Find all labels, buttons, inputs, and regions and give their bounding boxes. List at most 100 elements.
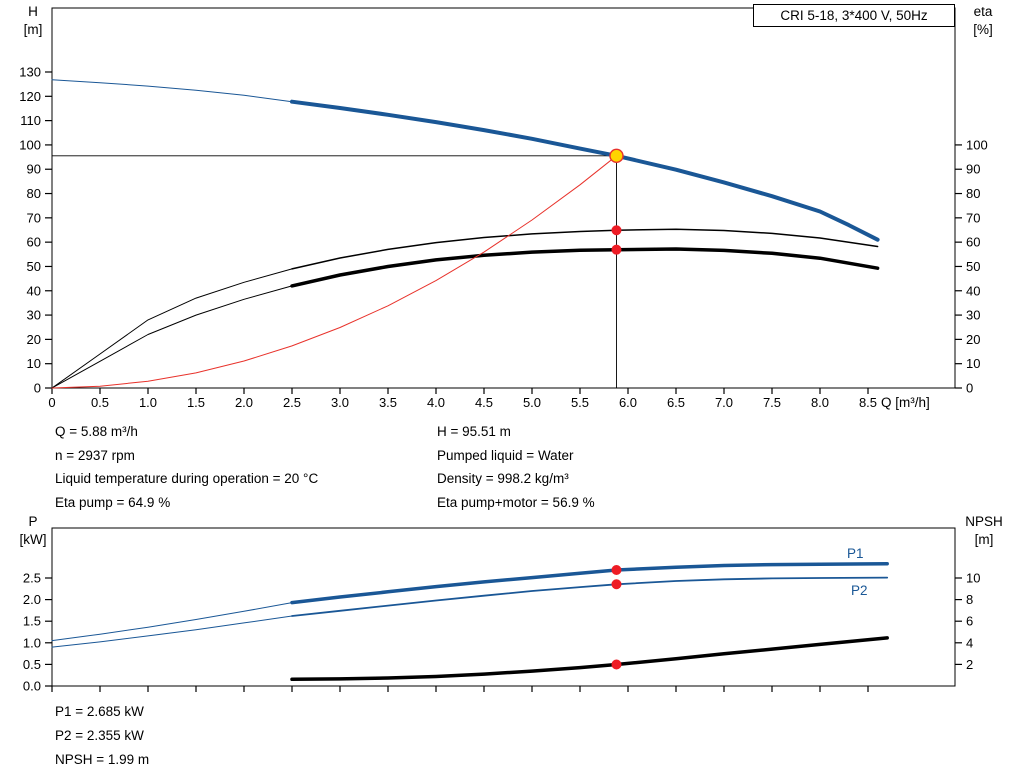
- x-tick-label: 1.5: [187, 395, 205, 410]
- y-right-tick-label: 70: [966, 210, 980, 225]
- y-right-tick-label: 60: [966, 235, 980, 250]
- y-right-tick-label: 6: [966, 614, 973, 629]
- power-axis-title-line1: P: [28, 514, 38, 529]
- x-tick-label: 6.5: [667, 395, 685, 410]
- system-curve: [51, 155, 617, 389]
- h-axis-title-line1: H: [28, 4, 38, 19]
- p2-curve-label: P2: [851, 583, 868, 598]
- y-left-tick-label: 2.5: [23, 571, 41, 586]
- y-left-tick-label: 1.0: [23, 635, 41, 650]
- x-tick-label: 8.0: [811, 395, 829, 410]
- duty-point-crosshair: [52, 155, 617, 388]
- duty-info-right-column: H = 95.51 m Pumped liquid = Water Densit…: [437, 420, 595, 514]
- x-tick-label: 3.0: [331, 395, 349, 410]
- npsh-axis-title-line1: NPSH: [965, 514, 1003, 529]
- y-right-tick-label: 100: [966, 137, 988, 152]
- eta-axis-title-line1: eta: [973, 4, 993, 19]
- h-curve: [290, 99, 880, 242]
- p2-curve-extension: [51, 615, 293, 648]
- y-right-tick-label: 2: [966, 657, 973, 672]
- y-left-tick-label: 10: [27, 356, 41, 371]
- y-left-tick-label: 50: [27, 259, 41, 274]
- x-tick-label: 5.5: [571, 395, 589, 410]
- p1-curve: [290, 561, 889, 605]
- npsh-curve: [290, 636, 889, 682]
- x-tick-label: 2.5: [283, 395, 301, 410]
- eta-pump-dot: [611, 225, 622, 236]
- x-tick-label: 7.0: [715, 395, 733, 410]
- y-right-tick-label: 80: [966, 186, 980, 201]
- power-axis-title: P [kW]: [12, 513, 54, 549]
- npsh-axis-title: NPSH [m]: [958, 513, 1010, 549]
- info-p1: P1 = 2.685 kW: [55, 704, 144, 719]
- npsh-dot: [611, 659, 622, 670]
- y-right-tick-label: 10: [966, 571, 980, 586]
- x-tick-label: 4.5: [475, 395, 493, 410]
- x-tick-label: 5.0: [523, 395, 541, 410]
- y-left-tick-label: 0: [34, 381, 41, 396]
- eta-pump-motor-dot: [611, 244, 622, 255]
- h-axis-title-line2: [m]: [23, 22, 43, 37]
- info-npsh: NPSH = 1.99 m: [55, 752, 150, 767]
- info-pumped-liquid: Pumped liquid = Water: [437, 447, 574, 463]
- h-axis-title: H [m]: [14, 3, 52, 39]
- x-tick-label: 3.5: [379, 395, 397, 410]
- p2-curve: [291, 576, 889, 617]
- x-tick-label: 6.0: [619, 395, 637, 410]
- x-tick-label: 8.5: [859, 395, 877, 410]
- x-tick-label: 0: [48, 395, 55, 410]
- info-head: H = 95.51 m: [437, 424, 511, 439]
- x-tick-label: 7.5: [763, 395, 781, 410]
- y-left-tick-label: 30: [27, 308, 41, 323]
- y-left-tick-label: 90: [27, 162, 41, 177]
- y-left-tick-label: 0.5: [23, 657, 41, 672]
- pump-model-title-box: CRI 5-18, 3*400 V, 50Hz: [753, 4, 955, 27]
- info-eta-pump-motor: Eta pump+motor = 56.9 %: [437, 494, 595, 510]
- p1-curve-extension: [51, 602, 293, 642]
- y-left-tick-label: 70: [27, 210, 41, 225]
- power-info-column: P1 = 2.685 kW P2 = 2.355 kW NPSH = 1.99 …: [55, 700, 149, 772]
- eta-pump-curve: [291, 228, 879, 270]
- p1-dot: [611, 565, 622, 576]
- info-speed: n = 2937 rpm: [55, 447, 135, 463]
- info-flow: Q = 5.88 m³/h: [55, 424, 138, 439]
- y-left-tick-label: 2.0: [23, 592, 41, 607]
- y-right-tick-label: 8: [966, 592, 973, 607]
- eta-axis-title: eta [%]: [962, 3, 1004, 39]
- eta-pump-motor-curve-extension: [51, 285, 293, 389]
- y-left-tick-label: 40: [27, 283, 41, 298]
- y-left-tick-label: 60: [27, 235, 41, 250]
- eta-pump-motor-curve: [290, 247, 880, 288]
- h-curve-extension: [51, 79, 293, 103]
- y-left-tick-label: 20: [27, 332, 41, 347]
- info-eta-pump: Eta pump = 64.9 %: [55, 494, 171, 510]
- npsh-axis-title-line2: [m]: [974, 532, 994, 547]
- y-right-tick-label: 90: [966, 162, 980, 177]
- x-tick-label: 2.0: [235, 395, 253, 410]
- plot-box: [51, 527, 956, 687]
- eta-pump-curve-extension: [51, 268, 293, 389]
- y-left-tick-label: 100: [19, 137, 41, 152]
- duty-point[interactable]: [609, 148, 624, 164]
- p2-dot: [611, 579, 622, 590]
- y-left-tick-label: 130: [19, 64, 41, 79]
- info-p2: P2 = 2.355 kW: [55, 728, 144, 743]
- y-left-tick-label: 1.5: [23, 614, 41, 629]
- y-right-tick-label: 0: [966, 381, 973, 396]
- y-left-tick-label: 80: [27, 186, 41, 201]
- plot-box: [51, 7, 956, 389]
- y-right-tick-label: 4: [966, 635, 973, 650]
- y-left-tick-label: 110: [20, 113, 41, 128]
- info-liquid-temperature: Liquid temperature during operation = 20…: [55, 471, 319, 486]
- y-left-tick-label: 0.0: [23, 679, 41, 694]
- y-right-tick-label: 10: [966, 356, 980, 371]
- info-density: Density = 998.2 kg/m³: [437, 471, 569, 486]
- y-right-tick-label: 20: [966, 332, 980, 347]
- x-axis-title: Q [m³/h]: [881, 395, 930, 410]
- power-axis-title-line2: [kW]: [19, 532, 47, 547]
- eta-axis-title-line2: [%]: [973, 22, 993, 37]
- p1-curve-label: P1: [847, 546, 864, 561]
- y-right-tick-label: 30: [966, 308, 980, 323]
